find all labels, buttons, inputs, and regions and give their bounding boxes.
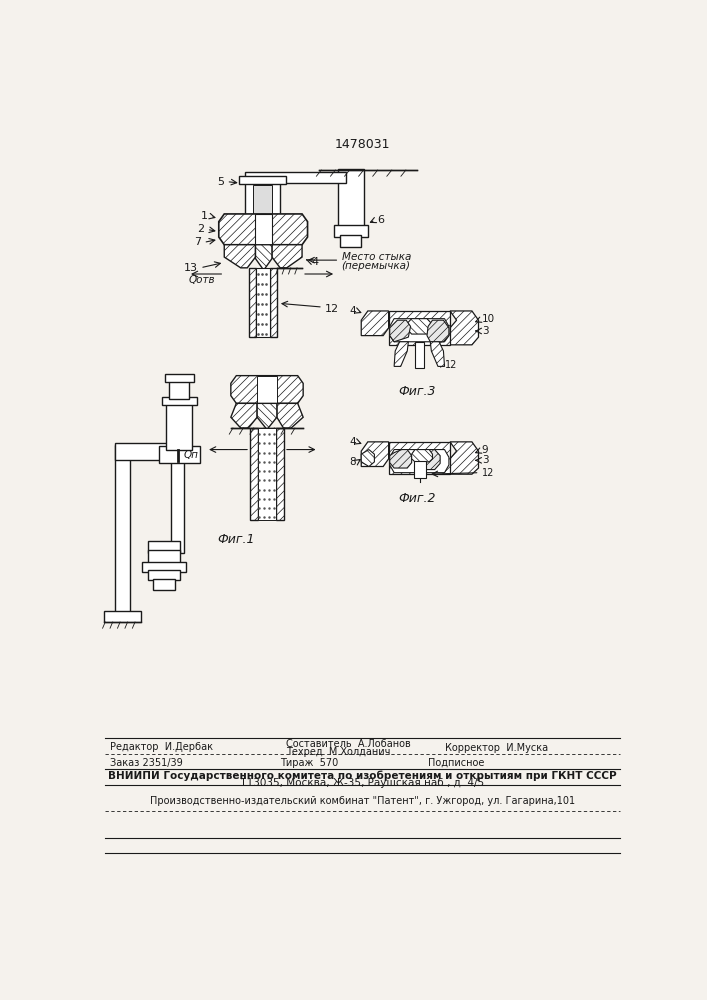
Text: Редактор  И.Дербак: Редактор И.Дербак (110, 742, 214, 752)
Bar (255, 214, 272, 245)
Polygon shape (389, 442, 450, 474)
Polygon shape (427, 320, 449, 342)
Polygon shape (431, 342, 445, 366)
Bar (170, 460, 185, 553)
Bar (276, 428, 284, 520)
Bar (165, 374, 194, 382)
Bar (257, 428, 276, 520)
Polygon shape (257, 403, 277, 430)
Polygon shape (277, 403, 303, 428)
Polygon shape (450, 311, 479, 345)
Bar (414, 461, 426, 478)
Text: (перемычка): (перемычка) (341, 261, 411, 271)
Bar (170, 379, 189, 399)
Bar (250, 428, 257, 520)
Text: Корректор  И.Муска: Корректор И.Муска (445, 743, 548, 753)
Polygon shape (361, 450, 375, 466)
Polygon shape (390, 319, 449, 342)
Bar (270, 268, 277, 337)
Polygon shape (411, 450, 433, 462)
Text: 113035, Москва, Ж-35, Раушская наб., д. 4/5: 113035, Москва, Ж-35, Раушская наб., д. … (240, 778, 484, 788)
Text: 8: 8 (349, 457, 356, 467)
Text: Фиг.1: Фиг.1 (218, 533, 255, 546)
Bar (250, 268, 256, 337)
Bar (415, 342, 423, 368)
Text: 7: 7 (194, 237, 201, 247)
Text: Составитель  А.Лобанов: Составитель А.Лобанов (286, 739, 410, 749)
Bar (148, 550, 180, 564)
Text: Тираж  570: Тираж 570 (280, 758, 339, 768)
Bar (257, 376, 277, 403)
Text: Фиг.3: Фиг.3 (398, 385, 436, 398)
Bar (158, 446, 199, 463)
Text: 6: 6 (378, 215, 385, 225)
Bar (338, 169, 364, 232)
Bar (334, 225, 368, 237)
Text: Подписное: Подписное (428, 758, 484, 768)
Bar (341, 235, 361, 247)
Bar (142, 562, 186, 572)
Bar (104, 611, 141, 622)
Bar (115, 443, 186, 460)
Polygon shape (361, 442, 389, 466)
Text: 9: 9 (481, 445, 489, 455)
Polygon shape (224, 245, 255, 268)
Polygon shape (421, 450, 440, 470)
Text: Фиг.2: Фиг.2 (398, 492, 436, 505)
Bar (256, 268, 270, 337)
Bar (162, 397, 197, 405)
Text: Заказ 2351/39: Заказ 2351/39 (110, 758, 183, 768)
Polygon shape (218, 214, 308, 245)
Text: 12: 12 (445, 360, 457, 370)
Text: 5: 5 (217, 177, 224, 187)
Text: 13: 13 (184, 263, 198, 273)
Polygon shape (272, 245, 302, 268)
Text: Производственно-издательский комбинат "Патент", г. Ужгород, ул. Гагарина,101: Производственно-издательский комбинат "П… (150, 796, 575, 806)
Bar (245, 182, 280, 216)
Polygon shape (231, 403, 257, 428)
Text: 1: 1 (201, 211, 208, 221)
Text: 3: 3 (481, 455, 489, 465)
Bar (166, 402, 192, 450)
Polygon shape (450, 442, 479, 474)
Text: 12: 12 (481, 468, 494, 478)
Bar (253, 185, 272, 214)
Text: Qотв: Qотв (188, 275, 215, 285)
Polygon shape (407, 319, 431, 334)
Text: Qп: Qп (183, 450, 198, 460)
Text: 12: 12 (325, 304, 339, 314)
Polygon shape (361, 311, 389, 336)
Polygon shape (231, 376, 303, 403)
Bar (245, 172, 346, 183)
Text: 3: 3 (481, 326, 489, 336)
Bar (148, 541, 180, 553)
Text: 4: 4 (349, 306, 356, 316)
Polygon shape (394, 342, 409, 366)
Polygon shape (390, 450, 411, 468)
Bar (148, 570, 180, 580)
Bar (239, 176, 286, 184)
Text: ВНИИПИ Государственного комитета по изобретениям и открытиям при ГКНТ СССР: ВНИИПИ Государственного комитета по изоб… (108, 771, 617, 781)
Text: 1478031: 1478031 (334, 138, 390, 151)
Text: Техред  М.Холданич: Техред М.Холданич (286, 747, 390, 757)
Text: 4: 4 (312, 257, 319, 267)
Text: 10: 10 (481, 314, 495, 324)
Text: 2: 2 (197, 224, 204, 234)
Text: 4: 4 (349, 437, 356, 447)
Polygon shape (390, 450, 449, 473)
Bar (260, 214, 267, 232)
Polygon shape (390, 320, 411, 342)
Polygon shape (255, 245, 272, 270)
Bar (153, 579, 175, 590)
Polygon shape (389, 311, 450, 345)
Bar (115, 445, 130, 614)
Text: Место стыка: Место стыка (341, 252, 411, 262)
